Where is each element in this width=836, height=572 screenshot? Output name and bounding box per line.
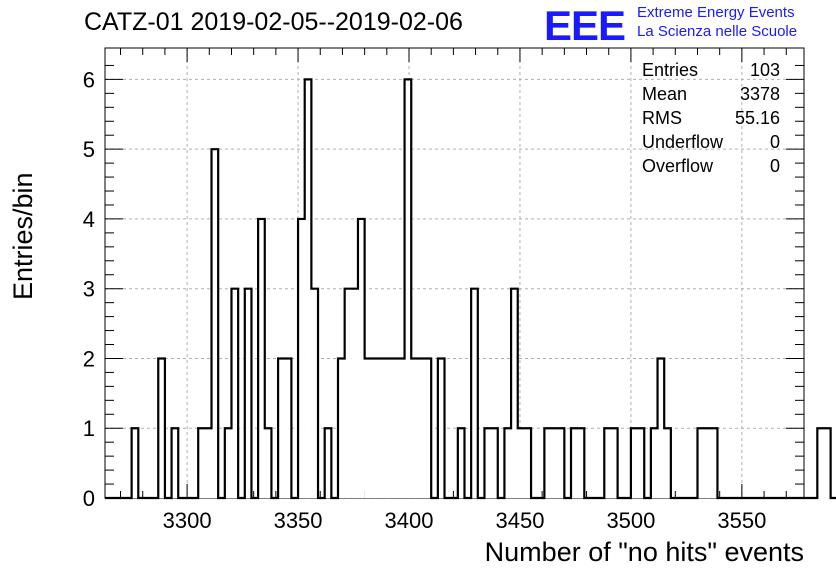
histogram-bin [198,428,205,498]
histogram-bin [630,428,638,498]
histogram-bin [664,428,671,498]
histogram-bin [457,428,465,498]
y-tick-label: 1 [83,416,95,441]
y-tick-label: 4 [83,207,95,232]
histogram-bin [571,428,578,498]
histogram-bin [391,358,398,498]
histogram-outline [105,78,836,500]
histogram-bin [704,428,711,498]
stat-label: Entries [642,60,699,80]
histogram-bin [577,428,585,498]
y-tick-label: 0 [83,486,95,511]
stat-value: 55.16 [734,108,780,128]
y-tick-label: 3 [83,277,95,302]
x-tick-label: 3350 [274,508,323,533]
histogram-bin [284,358,292,498]
histogram-bin [710,428,718,498]
stat-entries: Entries 103 [642,58,780,82]
histogram-bin [491,428,498,498]
y-tick-label: 6 [83,67,95,92]
histogram-bin [650,428,658,498]
histogram-bin [278,358,285,498]
histogram-bin [657,358,665,498]
stat-label: Mean [642,84,688,104]
x-tick-label: 3500 [606,508,655,533]
histogram-bin [551,428,558,498]
histogram-bin [404,79,412,498]
stat-value: 0 [769,132,780,152]
histogram-bin [610,428,618,498]
logo-line-1: Extreme Energy Events [637,4,795,21]
stat-overflow: Overflow 0 [642,154,780,178]
histogram-bin [351,288,358,498]
y-tick-label: 5 [83,137,95,162]
histogram-bin [437,358,445,498]
eee-logo-text: Extreme Energy Events La Scienza nelle S… [637,3,797,41]
histogram-bin [357,218,365,498]
stat-value: 3378 [739,84,780,104]
histogram-bin [158,358,165,498]
histogram-bin [298,218,305,498]
histogram-bin [338,358,345,498]
histogram-bin [371,358,378,498]
histogram-bins [105,78,836,500]
x-tick-label: 3300 [163,508,212,533]
histogram-bin [697,428,705,498]
y-axis-label: Entries/bin [8,172,38,300]
x-tick-label: 3550 [717,508,766,533]
histogram-bin [131,428,139,498]
histogram-bin [637,428,645,498]
logo-line-2: La Scienza nelle Scuole [637,23,798,40]
histogram-bin [231,288,239,498]
stat-rms: RMS 55.16 [642,106,780,130]
histogram-bin [484,428,492,498]
histogram-bin [264,428,272,498]
histogram-bin [544,428,552,498]
histogram-bin [324,428,332,498]
x-axis-label: Number of "no hits" events [484,537,804,567]
histogram-bin [204,428,212,498]
histogram-bin [417,358,425,498]
x-tick-label: 3400 [385,508,434,533]
stat-value: 103 [749,60,780,80]
histogram-bin [511,288,518,498]
histogram-bin [504,428,512,498]
chart-title: CATZ-01 2019-02-05--2019-02-06 [84,8,463,36]
histogram-bin [171,428,179,498]
stat-value: 0 [769,156,780,176]
histogram-bin [224,428,232,498]
x-tick-label: 3450 [495,508,544,533]
histogram-bin [344,288,352,498]
histogram-bin [304,79,312,498]
histogram-bin [557,428,565,498]
stat-label: Overflow [642,156,714,176]
eee-logo: EEE [544,2,626,49]
histogram-bin [397,358,405,498]
tick-labels: 0 1 2 3 4 5 6 3300 3350 3400 3450 3500 3550 [83,67,767,533]
stat-label: RMS [642,108,682,128]
histogram-bin [471,288,478,498]
histogram-bin [517,428,525,498]
histogram-bin [604,428,611,498]
y-tick-label: 2 [83,346,95,371]
stat-underflow: Underflow 0 [642,130,780,154]
histogram-bin [364,358,372,498]
histogram-bin [384,358,392,498]
histogram-bin [211,149,219,499]
histogram-bin [411,358,418,498]
histogram-bin [524,428,532,498]
histogram-bin [817,428,824,498]
histogram-bin [244,288,252,498]
histogram-bin [377,358,385,498]
stat-label: Underflow [642,132,724,152]
stat-mean: Mean 3378 [642,82,780,106]
histogram-bin [424,358,432,498]
histogram-bin [823,428,831,498]
histogram-bin [258,218,265,498]
stats-box: Entries 103 Mean 3378 RMS 55.16 Underflow 0 … [642,58,780,178]
histogram-bin [311,288,319,498]
